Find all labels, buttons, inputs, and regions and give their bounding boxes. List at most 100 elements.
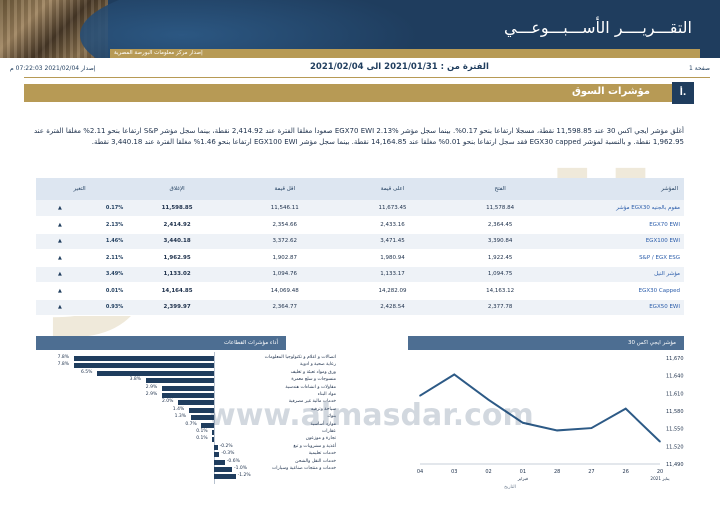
sector-value-label: 0.1% [196,436,208,442]
cell-low: 1,094.76 [230,266,339,283]
sector-category-label: بنوك [327,414,336,420]
sector-category-label: مواد البناء [317,392,336,397]
cell-open: 3,390.84 [446,233,554,250]
section-number: أ. [672,82,694,104]
sectors-bar-chart: 7.8% اتصالات و اعلام و تكنولوجيا المعلوما… [36,352,336,492]
cell-high: 1,980.94 [338,249,447,267]
change-value: 0.17% [105,205,124,211]
x-tick-sublabel: فبراير [517,476,528,481]
info-line: إصدار 2021/02/04 07:22:03 م الفترة من : … [10,62,710,74]
egx30-data-point [556,429,558,432]
cell-change: ▲ 0.17% [36,200,124,217]
cell-name: مؤشر EGX30 مقوم بالجنيه [553,200,684,217]
change-value: 1.46% [105,238,124,245]
y-tick-label: 11,520 [666,444,684,450]
cell-name: EGX30 Capped [553,282,684,300]
cell-high: 14,282.09 [338,282,447,300]
cell-open: 1,094.75 [446,266,554,283]
egx30-data-point [487,399,490,401]
sector-category-label: سياحة وترفيه [311,406,336,412]
up-arrow-icon: ▲ [58,304,62,311]
cell-open: 2,377.78 [446,299,554,316]
cell-low: 11,546.11 [230,200,339,217]
sector-value-label: -1.2% [237,473,251,479]
sector-category-label: موارد أساسية [310,421,336,427]
section-title: مؤشرات السوق [571,86,650,97]
egx30-data-point [590,427,593,429]
sector-value-label: -0.6% [226,458,240,464]
indices-table: التغير الإغلاق اقل قيمة اعلى قيمة الفتح … [36,178,684,316]
sector-bar [178,400,214,406]
col-open: الفتح [446,178,554,200]
egx30-series-line [419,373,661,443]
up-arrow-icon: ▲ [58,221,62,228]
up-arrow-icon: ▲ [58,238,62,245]
egx30-data-point [522,421,524,424]
x-tick-label: 26 [623,469,629,475]
cell-name: EGX70 EWI [553,216,684,234]
x-axis-label: التاريخ [504,485,516,490]
sector-value-label: 6.5% [81,369,93,375]
sector-value-label: -0.2% [219,443,233,449]
table-header-row: التغير الإغلاق اقل قيمة اعلى قيمة الفتح … [36,178,684,200]
header-banner: التقـــريــــر الأســـبـــوعـــي إصدار م… [0,0,720,58]
change-value: 3.49% [105,271,124,278]
sector-category-label: خدمات النقل والشحن [295,458,336,464]
sector-bar [212,437,214,443]
y-tick-label: 11,580 [666,409,684,415]
cell-low: 2,364.77 [230,299,339,316]
cell-open: 11,578.84 [446,200,554,217]
sector-bar [73,356,214,361]
y-tick-label: 11,670 [666,356,684,362]
sector-value-label: 7.8% [57,362,70,368]
cell-change: ▲ 0.93% [36,299,124,316]
sector-bar [214,467,232,472]
x-tick-sublabel: يناير 2021 [650,476,670,481]
up-arrow-icon: ▲ [58,271,62,278]
y-tick-label: 11,610 [666,391,684,397]
sector-category-label: اتصالات و اعلام و تكنولوجيا المعلومات [264,355,336,360]
sector-category-label: خدمات مالية غير مصرفية [288,399,336,405]
cell-close: 11,598.85 [123,200,231,217]
report-subtitle: إصدار مركز معلومات البورصة المصرية [114,50,203,56]
y-tick-label: 11,490 [666,462,684,468]
sector-bar [145,378,214,384]
sector-bar [188,407,214,413]
sector-value-label: 2.0% [162,399,174,405]
x-tick-label: 02 [485,469,491,475]
egx30-panel-title: مؤشر ايجي اكس 30 [408,336,684,350]
divider [24,77,710,78]
sector-category-label: ورق ومواد تعبئة و تغليف [290,369,336,375]
sector-bar [214,459,225,465]
cell-close: 2,414.92 [123,216,231,234]
cell-high: 2,433.16 [338,216,447,234]
change-value: 2.13% [105,221,124,228]
egx30-data-point [453,373,456,376]
market-summary: أغلق مؤشر ايجي اكس 30 عند 11,598.85 نقطة… [34,127,684,146]
sector-value-label: -1.0% [234,466,248,471]
col-index: المؤشر [553,178,684,200]
cell-high: 3,471.45 [338,233,447,250]
cell-change: ▲ 0.01% [36,282,124,300]
sector-bar [214,474,236,480]
sector-value-label: 7.8% [57,355,70,360]
banner-decoration [80,0,420,58]
cell-low: 1,902.87 [230,249,339,267]
cell-close: 2,399.97 [123,299,231,316]
report-period: الفترة من : 2021/01/31 الى 2021/02/04 [310,62,489,72]
cell-close: 1,133.02 [123,266,231,283]
sector-category-label: رعاية صحية و ادوية [300,362,336,368]
sector-category-label: خدمات و منتجات صناعية وسيارات [271,466,336,471]
egx30-line-chart: 11,490 11,520 11,550 11,580 11,610 11,640 11,6… [417,356,684,490]
up-arrow-icon: ▲ [58,254,62,261]
sector-category-label: تجارة و موزعون [305,436,336,442]
zero-axis [214,352,215,484]
section-header: مؤشرات السوق [24,84,694,102]
sector-value-label: 0.7% [185,421,197,427]
sector-value-label: 2.9% [145,384,158,390]
table-row: ▲ 2.13% 2,414.92 2,354.66 2,433.16 2,364.45 EG… [36,216,684,234]
table-row: ▲ 0.93% 2,399.97 2,364.77 2,428.54 2,377.78 EG… [36,299,684,316]
report-title: التقـــريــــر الأســـبـــوعـــي [503,18,692,37]
egx30-data-point [624,407,627,410]
cell-name: مؤشر النيل [553,266,684,283]
